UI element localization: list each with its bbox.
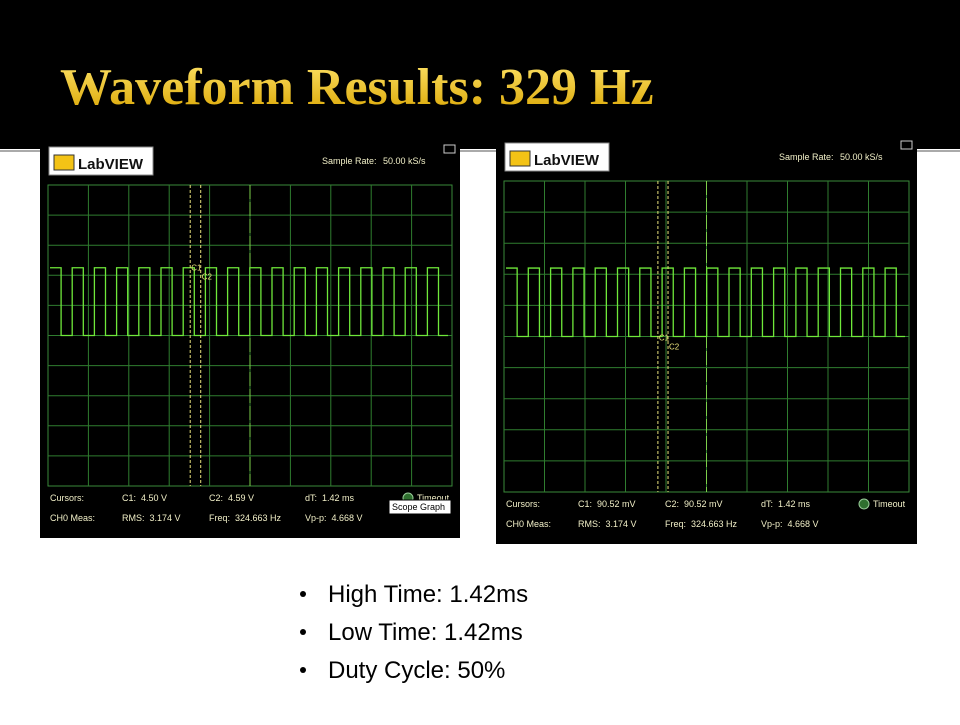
vpp: Vp-p: 4.668 V <box>305 513 363 523</box>
tooltip: Scope Graph <box>392 502 445 512</box>
bullet-text: Low Time: 1.42ms <box>328 619 523 646</box>
cursor-label: C1 <box>659 334 670 343</box>
c2: C2: 90.52 mV <box>665 499 723 509</box>
bullet-text: Duty Cycle: 50% <box>328 657 505 684</box>
tooltip-box <box>388 499 452 515</box>
bullet-text: High Time: 1.42ms <box>328 581 528 608</box>
bullet-list: High Time: 1.42ms Low Time: 1.42ms Duty Cy… <box>300 581 528 684</box>
cursor-label: C1 <box>191 263 202 272</box>
panels: LabVIEW Sample Rate: 50.00 kS/sC1C2Cursors… <box>40 138 917 544</box>
cursors-label: Cursors: <box>506 499 540 509</box>
bullet-dot <box>300 591 306 597</box>
dt: dT: 1.42 ms <box>305 493 355 503</box>
sample-rate: 50.00 kS/s <box>383 156 426 166</box>
sample-rate-label: Sample Rate: <box>779 152 834 162</box>
window-icon <box>900 140 913 150</box>
cursor-label: C2 <box>669 343 680 352</box>
cursor-label: C2 <box>202 272 213 281</box>
logo-icon <box>509 150 531 167</box>
cursors-label: Cursors: <box>50 493 84 503</box>
c1: C1: 4.50 V <box>122 493 167 503</box>
c2: C2: 4.59 V <box>209 493 254 503</box>
logo-text: LabVIEW <box>78 156 144 173</box>
rms: RMS: 3.174 V <box>578 519 637 529</box>
window-icon <box>443 144 456 154</box>
timeout: Timeout <box>873 499 906 509</box>
timeout-led <box>858 498 870 510</box>
timeout: Timeout <box>417 493 450 503</box>
sample-rate: 50.00 kS/s <box>840 152 883 162</box>
freq: Freq: 324.663 Hz <box>209 513 282 523</box>
rms: RMS: 3.174 V <box>122 513 181 523</box>
meas-label: CH0 Meas: <box>506 519 551 529</box>
vpp: Vp-p: 4.668 V <box>761 519 819 529</box>
bullet-dot <box>300 667 306 673</box>
sample-rate-label: Sample Rate: <box>322 156 377 166</box>
logo-icon <box>53 154 75 171</box>
c1: C1: 90.52 mV <box>578 499 636 509</box>
header-band <box>0 0 960 149</box>
dt: dT: 1.42 ms <box>761 499 811 509</box>
bullet-dot <box>300 629 306 635</box>
waveform <box>50 267 448 337</box>
freq: Freq: 324.663 Hz <box>665 519 738 529</box>
slide-title: Waveform Results: 329 Hz <box>60 59 654 116</box>
logo-text: LabVIEW <box>534 152 600 169</box>
meas-label: CH0 Meas: <box>50 513 95 523</box>
waveform <box>506 267 905 338</box>
